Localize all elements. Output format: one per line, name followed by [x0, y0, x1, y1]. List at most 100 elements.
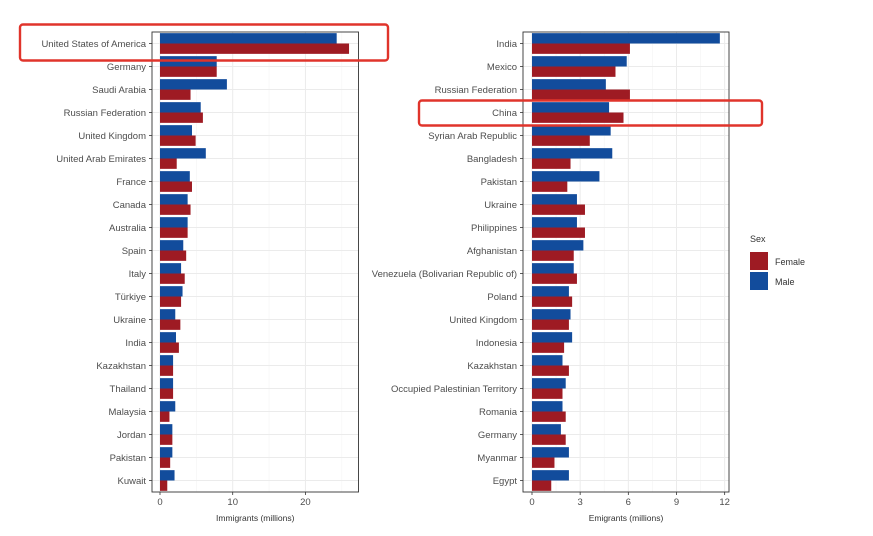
bar-male: [159, 424, 173, 435]
bar-female: [159, 158, 177, 169]
bar-female: [531, 480, 552, 491]
bar-male: [159, 194, 188, 205]
bar-male: [531, 33, 720, 44]
y-tick-label: Germany: [478, 430, 517, 441]
y-tick-label: Malaysia: [109, 407, 147, 418]
bar-male: [159, 355, 174, 366]
bar-female: [159, 319, 181, 330]
bar-male: [531, 194, 577, 205]
bar-female: [531, 66, 616, 77]
y-tick-label: Ukraine: [113, 315, 146, 326]
bar-female: [531, 319, 569, 330]
bar-female: [531, 434, 566, 445]
bar-female: [159, 204, 191, 215]
y-tick-label: Kazakhstan: [467, 361, 517, 372]
bar-female: [159, 273, 185, 284]
bar-male: [531, 447, 569, 458]
y-tick-label: United Kingdom: [449, 315, 517, 326]
bar-female: [159, 342, 179, 353]
bar-male: [159, 102, 201, 113]
y-tick-label: France: [116, 177, 146, 188]
bar-female: [531, 112, 624, 123]
y-tick-label: Russian Federation: [64, 108, 146, 119]
bar-female: [159, 296, 182, 307]
bar-female: [159, 411, 170, 422]
x-tick-label: 20: [300, 497, 311, 508]
y-tick-label: Italy: [129, 269, 147, 280]
bar-male: [159, 79, 227, 90]
bar-male: [531, 286, 569, 297]
bar-male: [531, 424, 561, 435]
y-tick-label: Pakistan: [481, 177, 517, 188]
y-tick-label: Bangladesh: [467, 154, 517, 165]
bar-male: [531, 263, 574, 274]
bar-male: [531, 470, 569, 481]
y-tick-label: Jordan: [117, 430, 146, 441]
legend-label-female: Female: [775, 257, 805, 267]
y-tick-label: Syrian Arab Republic: [428, 131, 517, 142]
bar-male: [159, 309, 176, 320]
x-tick-label: 6: [626, 497, 631, 508]
y-tick-label: Germany: [107, 62, 146, 73]
y-tick-label: Saudi Arabia: [92, 85, 147, 96]
bar-female: [531, 250, 574, 261]
y-tick-label: Afghanistan: [467, 246, 517, 257]
bar-female: [531, 273, 577, 284]
bar-male: [531, 125, 611, 136]
x-tick-label: 9: [674, 497, 679, 508]
bar-female: [531, 181, 568, 192]
y-tick-label: Kazakhstan: [96, 361, 146, 372]
bar-male: [159, 263, 182, 274]
y-tick-label: Occupied Palestinian Territory: [391, 384, 517, 395]
y-tick-label: Romania: [479, 407, 518, 418]
bar-female: [159, 112, 203, 123]
y-tick-label: Ukraine: [484, 200, 517, 211]
bar-female: [531, 89, 630, 100]
x-axis-title: Immigrants (millions): [216, 513, 295, 523]
legend-swatch-male: [750, 272, 768, 290]
y-tick-label: India: [496, 39, 517, 50]
highlight-box-usa: [18, 23, 390, 62]
emigrants-chart: India Mexico Russian Federation China Syrian…: [372, 31, 730, 523]
highlight-boxes: [18, 23, 764, 127]
bar-male: [159, 447, 173, 458]
y-tick-label: Russian Federation: [435, 85, 517, 96]
bar-male: [531, 217, 577, 228]
bar-female: [159, 66, 217, 77]
bar-male: [531, 355, 563, 366]
bar-female: [531, 204, 585, 215]
y-tick-label: Egypt: [493, 476, 518, 487]
bar-female: [159, 480, 168, 491]
y-tick-label: Thailand: [110, 384, 146, 395]
bar-male: [531, 332, 573, 343]
bar-female: [159, 388, 174, 399]
bar-female: [159, 43, 350, 54]
highlight-box-china: [417, 99, 764, 127]
y-tick-label: Poland: [487, 292, 517, 303]
bar-male: [531, 378, 566, 389]
bar-male: [159, 470, 175, 481]
x-tick-label: 10: [227, 497, 238, 508]
bar-male: [531, 56, 627, 67]
y-tick-label: United Kingdom: [78, 131, 146, 142]
plot-background: [152, 32, 359, 492]
bar-male: [159, 217, 188, 228]
bar-male: [159, 148, 206, 159]
x-tick-label: 3: [578, 497, 583, 508]
bar-male: [159, 240, 184, 251]
y-tick-label: Canada: [113, 200, 147, 211]
legend: Sex Female Male: [750, 234, 805, 290]
bar-female: [159, 457, 171, 468]
bar-female: [531, 43, 630, 54]
y-tick-label: Türkiye: [115, 292, 146, 303]
y-tick-label: Venezuela (Bolivarian Republic of): [372, 269, 517, 280]
bar-male: [531, 148, 613, 159]
plot-border: [522, 31, 730, 493]
bar-female: [159, 227, 188, 238]
bar-female: [531, 457, 555, 468]
bar-male: [531, 171, 600, 182]
y-tick-label: Mexico: [487, 62, 517, 73]
immigrants-chart: United States of America Germany Saudi Ara…: [41, 31, 359, 523]
bar-male: [159, 125, 192, 136]
bar-female: [531, 388, 563, 399]
